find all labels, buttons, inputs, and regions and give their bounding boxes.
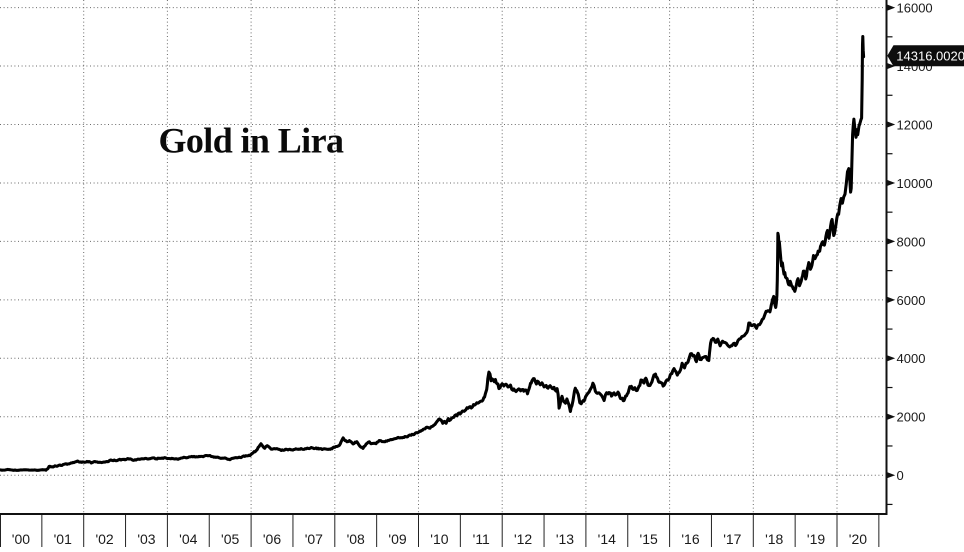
svg-text:Gold in Lira: Gold in Lira <box>159 120 344 160</box>
svg-text:'05: '05 <box>221 531 239 547</box>
svg-text:'19: '19 <box>807 531 825 547</box>
svg-text:'15: '15 <box>640 531 658 547</box>
svg-text:'14: '14 <box>598 531 616 547</box>
svg-text:12000: 12000 <box>897 117 933 132</box>
svg-text:8000: 8000 <box>897 234 926 249</box>
svg-text:'06: '06 <box>263 531 281 547</box>
svg-text:'04: '04 <box>179 531 197 547</box>
svg-text:'18: '18 <box>765 531 783 547</box>
svg-text:'20: '20 <box>849 531 867 547</box>
svg-text:'17: '17 <box>723 531 741 547</box>
svg-text:'13: '13 <box>556 531 574 547</box>
svg-text:'10: '10 <box>430 531 448 547</box>
svg-text:6000: 6000 <box>897 293 926 308</box>
svg-text:'07: '07 <box>305 531 323 547</box>
svg-text:2000: 2000 <box>897 410 926 425</box>
svg-text:'01: '01 <box>54 531 72 547</box>
svg-text:'08: '08 <box>347 531 365 547</box>
svg-text:0: 0 <box>897 468 904 483</box>
svg-text:'03: '03 <box>137 531 155 547</box>
svg-text:10000: 10000 <box>897 176 933 191</box>
svg-text:16000: 16000 <box>897 1 933 16</box>
svg-text:'09: '09 <box>388 531 406 547</box>
svg-text:'02: '02 <box>95 531 113 547</box>
svg-text:'11: '11 <box>473 531 490 547</box>
svg-text:4000: 4000 <box>897 351 926 366</box>
svg-text:14316.0020: 14316.0020 <box>896 49 964 64</box>
svg-text:'00: '00 <box>12 531 30 547</box>
svg-text:'16: '16 <box>681 531 699 547</box>
svg-text:'12: '12 <box>514 531 532 547</box>
